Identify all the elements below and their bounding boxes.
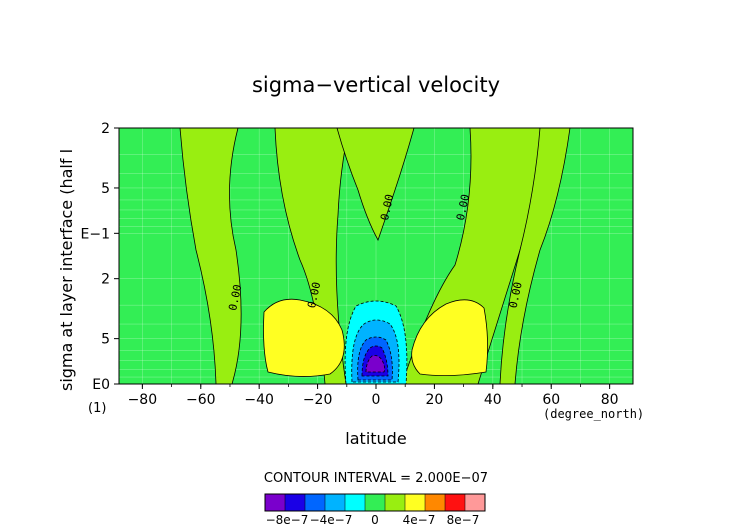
chart-title: sigma−vertical velocity bbox=[252, 73, 500, 97]
x-tick-label: 40 bbox=[484, 392, 502, 408]
colorbar-tick-label: 0 bbox=[371, 513, 379, 527]
y-tick-label: 5 bbox=[101, 332, 110, 348]
x-tick-label: 0 bbox=[372, 392, 381, 408]
y-tick-label: 5 bbox=[101, 181, 110, 197]
x-axis-label: latitude bbox=[345, 429, 406, 448]
maximum-region-left bbox=[263, 298, 345, 377]
colorbar-swatch bbox=[465, 494, 486, 511]
x-tick-label: −20 bbox=[303, 392, 333, 408]
colorbar-swatch bbox=[405, 494, 426, 511]
x-tick-label: 20 bbox=[425, 392, 443, 408]
colorbar-tick-label: 8e−7 bbox=[447, 513, 480, 527]
colorbar-swatch bbox=[285, 494, 306, 511]
contour-label: 0.00 bbox=[305, 281, 323, 310]
y-tick-label: 2 bbox=[101, 121, 110, 137]
x-axis-unit: (degree_north) bbox=[543, 407, 644, 421]
maximum-region-right bbox=[411, 299, 488, 376]
x-tick-label: 60 bbox=[542, 392, 560, 408]
colorbar-tick-label: 4e−7 bbox=[403, 513, 436, 527]
colorbar-swatch bbox=[345, 494, 366, 511]
colorbar-swatch bbox=[365, 494, 386, 511]
y-axis-label: sigma at layer interface (half l bbox=[57, 149, 76, 391]
colorbar-tick-label: −4e−7 bbox=[310, 513, 353, 527]
weak-region-right bbox=[499, 128, 571, 384]
weak-region-top-center bbox=[336, 128, 415, 241]
colorbar-swatch bbox=[425, 494, 446, 511]
y-tick-label: E0 bbox=[92, 377, 110, 393]
y-axis-label-suffix: (1) bbox=[88, 401, 106, 416]
x-tick-label: −60 bbox=[186, 392, 216, 408]
contour-label: 0.00 bbox=[378, 193, 396, 222]
y-tick-label: 2 bbox=[101, 272, 110, 288]
contour-label: 0.00 bbox=[507, 281, 525, 310]
colorbar-swatch bbox=[265, 494, 286, 511]
plot-area: 0.00 0.00 0.00 0.00 0.00 bbox=[119, 128, 633, 384]
x-tick-label: −40 bbox=[244, 392, 274, 408]
colorbar: −8e−7 −4e−7 0 4e−7 8e−7 bbox=[264, 493, 486, 527]
minimum-band-5 bbox=[365, 355, 386, 373]
colorbar-frame bbox=[264, 493, 486, 512]
colorbar-swatch bbox=[305, 494, 326, 511]
x-axis: −80 −60 −40 −20 0 20 40 60 80 bbox=[128, 384, 619, 408]
colorbar-swatch bbox=[445, 494, 466, 511]
colorbar-tick-label: −8e−7 bbox=[266, 513, 309, 527]
y-axis: 2 5 E−1 2 5 E0 bbox=[81, 121, 119, 393]
x-tick-label: −80 bbox=[128, 392, 158, 408]
contour-labels: 0.00 0.00 0.00 0.00 0.00 bbox=[226, 193, 525, 312]
contour-interval-text: CONTOUR INTERVAL = 2.000E−07 bbox=[264, 471, 488, 486]
colorbar-swatch bbox=[385, 494, 406, 511]
x-tick-label: 80 bbox=[601, 392, 619, 408]
y-tick-label: E−1 bbox=[81, 226, 110, 242]
colorbar-swatch bbox=[325, 494, 346, 511]
weak-region-left bbox=[179, 128, 242, 384]
contour-label: 0.00 bbox=[454, 193, 472, 222]
contour-label: 0.00 bbox=[226, 283, 244, 312]
